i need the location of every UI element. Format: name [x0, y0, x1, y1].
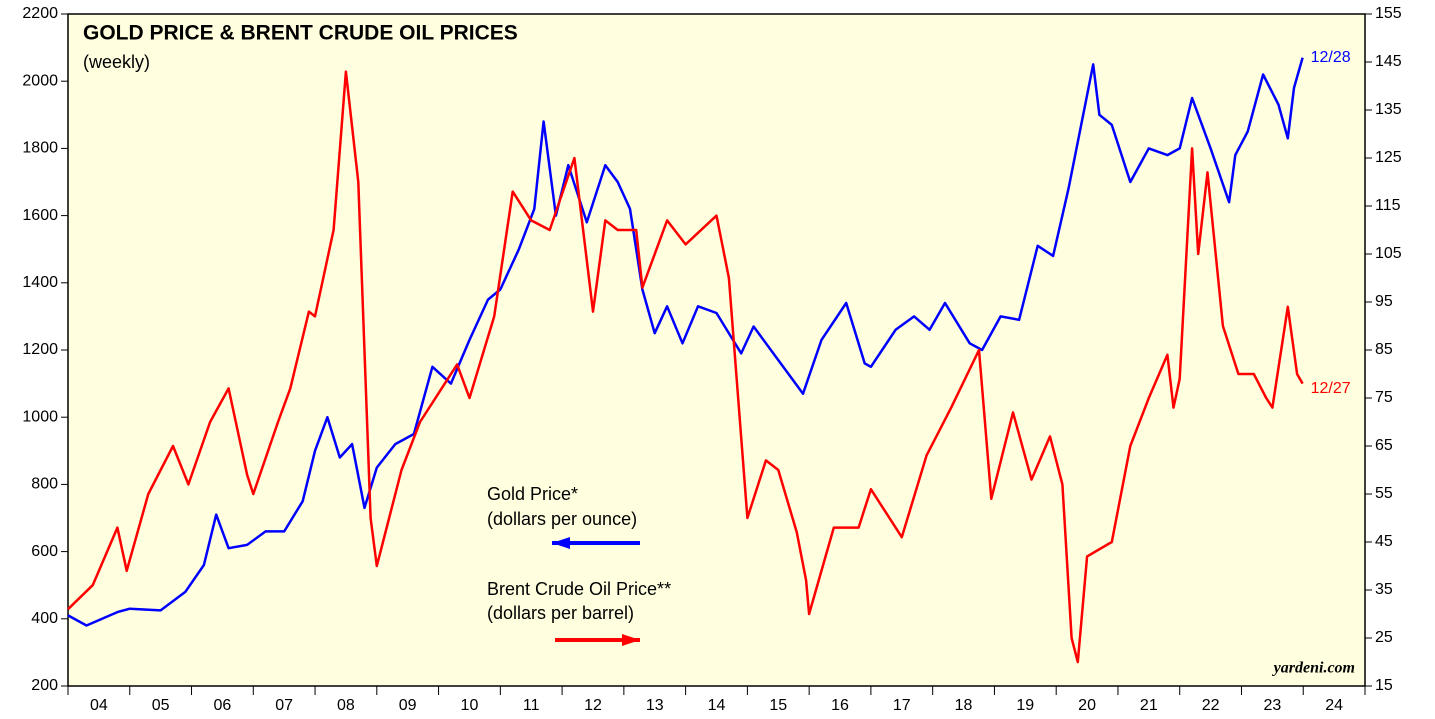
x-tick-label: 16 — [831, 697, 849, 714]
x-tick-label: 24 — [1325, 697, 1343, 714]
y-tick-label: 1800 — [22, 140, 58, 157]
y2-tick-label: 125 — [1375, 149, 1402, 166]
y-tick-label: 2000 — [22, 72, 58, 89]
x-tick-label: 21 — [1140, 697, 1158, 714]
y2-tick-label: 145 — [1375, 53, 1402, 70]
legend-unit: (dollars per ounce) — [487, 509, 637, 529]
x-tick-label: 13 — [646, 697, 664, 714]
x-tick-label: 08 — [337, 697, 355, 714]
y2-tick-label: 135 — [1375, 101, 1402, 118]
x-tick-label: 20 — [1078, 697, 1096, 714]
y-tick-label: 1000 — [22, 408, 58, 425]
y-tick-label: 1200 — [22, 341, 58, 358]
y2-tick-label: 65 — [1375, 437, 1393, 454]
y2-tick-label: 75 — [1375, 389, 1393, 406]
x-tick-label: 09 — [399, 697, 417, 714]
end-label: 12/27 — [1311, 380, 1351, 397]
end-label: 12/28 — [1311, 49, 1351, 66]
legend-arrowhead — [552, 537, 570, 549]
plot-area — [67, 13, 1366, 687]
x-tick-label: 17 — [893, 697, 911, 714]
series-line — [67, 70, 1304, 664]
y2-tick-label: 35 — [1375, 581, 1393, 598]
y-tick-label: 1600 — [22, 207, 58, 224]
x-tick-label: 06 — [214, 697, 232, 714]
legend-label: Brent Crude Oil Price** — [487, 579, 671, 599]
y-tick-label: 600 — [31, 543, 58, 560]
chart-subtitle: (weekly) — [83, 52, 150, 72]
source: yardeni.com — [1272, 660, 1355, 677]
y2-tick-label: 115 — [1375, 197, 1401, 214]
x-tick-label: 15 — [769, 697, 787, 714]
y2-tick-label: 105 — [1375, 245, 1402, 262]
x-tick-label: 19 — [1016, 697, 1034, 714]
x-tick-label: 14 — [708, 697, 726, 714]
legend-unit: (dollars per barrel) — [487, 603, 634, 623]
y-tick-label: 400 — [31, 610, 58, 627]
y2-tick-label: 155 — [1375, 5, 1402, 22]
y2-tick-label: 85 — [1375, 341, 1393, 358]
legend-arrowhead — [622, 634, 640, 646]
x-tick-label: 11 — [523, 697, 540, 714]
x-tick-label: 18 — [955, 697, 973, 714]
y2-tick-label: 25 — [1375, 629, 1393, 646]
chart-title: GOLD PRICE & BRENT CRUDE OIL PRICES — [83, 22, 518, 45]
y2-tick-label: 15 — [1375, 677, 1393, 694]
y-tick-label: 800 — [31, 476, 58, 493]
y-tick-label: 2200 — [22, 5, 58, 22]
y2-tick-label: 45 — [1375, 533, 1393, 550]
legend-label: Gold Price* — [487, 484, 578, 504]
y-tick-label: 1400 — [22, 274, 58, 291]
x-tick-label: 07 — [275, 697, 293, 714]
x-tick-label: 23 — [1263, 697, 1281, 714]
series-line — [67, 57, 1304, 627]
x-tick-label: 04 — [90, 697, 108, 714]
y2-tick-label: 95 — [1375, 293, 1393, 310]
y-tick-label: 200 — [31, 677, 58, 694]
x-tick-label: 22 — [1202, 697, 1220, 714]
x-tick-label: 12 — [584, 697, 602, 714]
y2-tick-label: 55 — [1375, 485, 1393, 502]
x-tick-label: 05 — [152, 697, 170, 714]
x-tick-label: 10 — [461, 697, 479, 714]
